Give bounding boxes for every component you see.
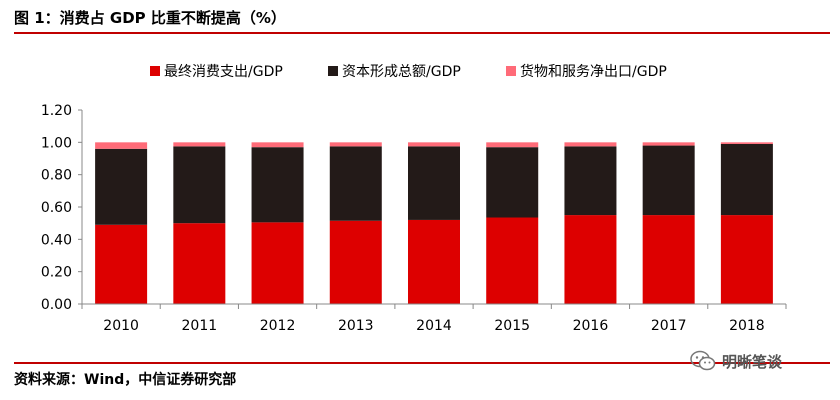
bar-2012-series-2 [251, 147, 304, 223]
watermark: 明晰笔谈 [690, 349, 830, 373]
legend-swatch-3 [506, 66, 516, 76]
y-axis: 0.00 0.20 0.40 0.60 0.80 1.00 1.20 [41, 103, 83, 313]
chart-legend: 最终消费支出/GDP 资本形成总额/GDP 货物和服务净出口/GDP [150, 63, 667, 80]
bar-2016-series-2 [564, 146, 617, 216]
figure-title: 图 1：消费占 GDP 比重不断提高（%） [14, 9, 286, 27]
top-divider [14, 32, 830, 34]
source-note: 资料来源：Wind，中信证券研究部 [14, 372, 237, 388]
x-tick-label: 2018 [729, 318, 765, 334]
x-tick-label: 2010 [103, 318, 139, 334]
bar-2013-series-1 [329, 220, 382, 304]
bar-2010-series-2 [95, 148, 148, 225]
bar-2012-series-3 [251, 142, 304, 148]
bar-2017-series-3 [642, 142, 695, 146]
bottom-divider [14, 362, 830, 364]
x-tick-label: 2013 [338, 318, 374, 334]
x-tick-label: 2016 [573, 318, 609, 334]
x-axis: 2010 2011 2012 2013 2014 2015 2016 2017 2018 [81, 303, 787, 334]
legend-label-1: 最终消费支出/GDP [164, 64, 283, 80]
legend-swatch-2 [328, 66, 338, 76]
y-tick-label: 0.40 [41, 232, 72, 248]
bar-2018-series-2 [720, 143, 773, 216]
bar-2016-series-1 [564, 215, 617, 304]
bar-2015-series-2 [486, 147, 539, 218]
bar-2016-series-3 [564, 142, 617, 147]
bar-2011-series-1 [173, 223, 226, 304]
y-tick-label: 0.60 [41, 200, 72, 216]
bar-2015-series-3 [486, 142, 539, 148]
bar-2012-series-1 [251, 222, 304, 304]
watermark-text: 明晰笔谈 [722, 352, 783, 371]
y-tick-label: 1.20 [41, 103, 72, 119]
y-tick-label: 1.00 [41, 135, 72, 151]
bar-2018-series-3 [720, 142, 773, 144]
bar-2015-series-1 [486, 217, 539, 304]
bar-2014-series-2 [408, 146, 460, 220]
bar-2010-series-3 [95, 142, 148, 149]
legend-label-2: 资本形成总额/GDP [342, 64, 461, 80]
bar-2011-series-3 [173, 142, 226, 147]
stacked-bar-chart: 最终消费支出/GDP 资本形成总额/GDP 货物和服务净出口/GDP 0.00 0.2… [41, 63, 787, 334]
bar-2014-series-3 [408, 142, 460, 147]
bar-2011-series-2 [173, 146, 226, 224]
bar-2013-series-3 [329, 142, 382, 147]
bar-2010-series-1 [95, 224, 148, 304]
legend-label-3: 货物和服务净出口/GDP [520, 63, 667, 80]
bar-2018-series-1 [720, 215, 773, 304]
bars [95, 142, 773, 304]
bar-2017-series-2 [642, 145, 695, 216]
wechat-icon [690, 350, 716, 371]
bar-2014-series-1 [408, 219, 460, 304]
x-tick-label: 2017 [651, 318, 687, 334]
y-tick-label: 0.00 [41, 297, 72, 313]
x-tick-label: 2014 [416, 318, 452, 334]
x-tick-label: 2012 [260, 318, 296, 334]
y-tick-label: 0.80 [41, 168, 72, 184]
y-tick-label: 0.20 [41, 265, 72, 281]
x-tick-label: 2015 [494, 318, 530, 334]
bar-2013-series-2 [329, 146, 382, 221]
legend-swatch-1 [150, 66, 160, 76]
x-tick-label: 2011 [182, 318, 218, 334]
bar-2017-series-1 [642, 215, 695, 304]
